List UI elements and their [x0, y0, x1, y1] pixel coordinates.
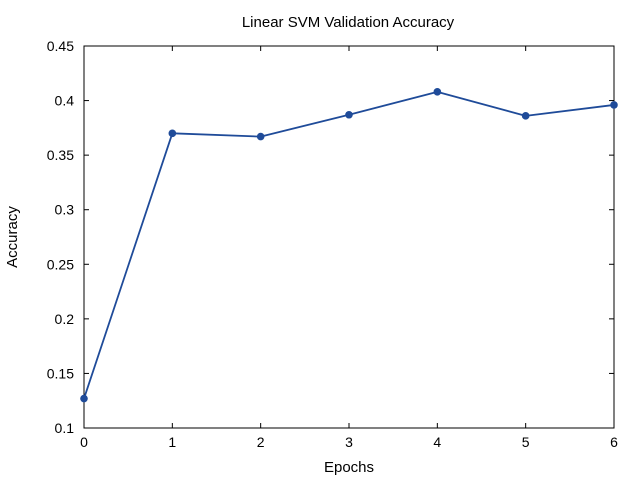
x-tick-label: 2: [257, 434, 265, 450]
x-axis-label: Epochs: [324, 459, 374, 476]
x-tick-label: 5: [522, 434, 530, 450]
series-line: [83, 90, 615, 399]
x-tick-label: 4: [433, 434, 441, 450]
y-tick-label: 0.25: [47, 256, 74, 272]
data-point: [610, 101, 618, 109]
y-tick-label: 0.4: [55, 93, 75, 109]
series-layer: [80, 88, 618, 403]
x-tick-label: 6: [610, 434, 618, 450]
y-tick-label: 0.3: [55, 202, 75, 218]
y-tick-label: 0.2: [55, 311, 75, 327]
x-tick-label: 1: [168, 434, 176, 450]
x-tick-label: 0: [80, 434, 88, 450]
y-tick-label: 0.45: [47, 38, 74, 54]
y-axis-label: Accuracy: [4, 206, 21, 268]
y-tick-label: 0.35: [47, 147, 74, 163]
data-point: [521, 112, 530, 120]
plot-frame: [83, 45, 615, 429]
y-tick-label: 0.1: [55, 420, 75, 436]
data-point: [345, 110, 353, 119]
chart-title: Linear SVM Validation Accuracy: [242, 14, 455, 31]
x-axis: 0 1 2 3 4 5 6: [80, 46, 618, 450]
data-point: [80, 394, 88, 403]
x-tick-label: 3: [345, 434, 353, 450]
data-point: [433, 88, 442, 96]
y-tick-label: 0.15: [47, 365, 74, 381]
y-axis: 0.1 0.15 0.2 0.25 0.3 0.35 0.4 0.45: [47, 38, 614, 436]
data-point: [256, 132, 265, 141]
data-point: [168, 129, 177, 138]
